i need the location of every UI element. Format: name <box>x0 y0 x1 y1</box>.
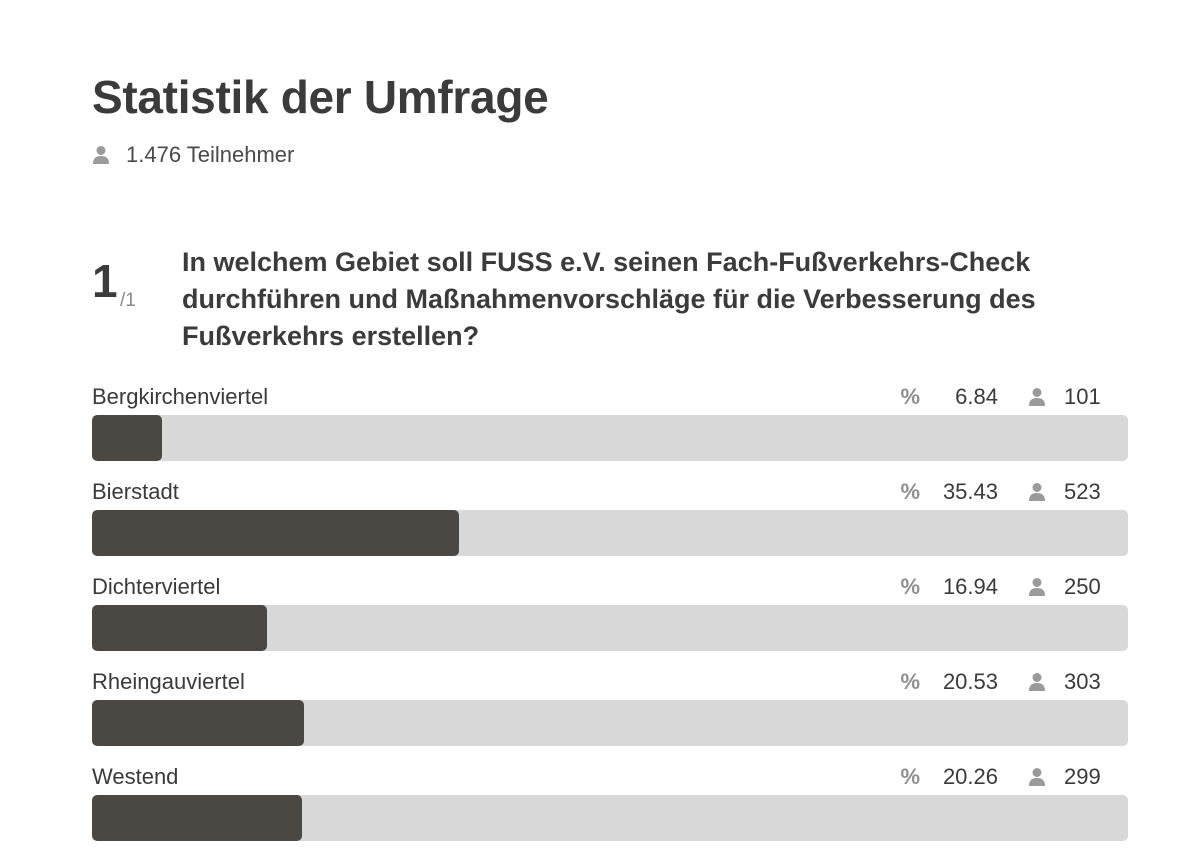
answer-stats: % 35.43 523 <box>900 479 1102 505</box>
answer-label: Bergkirchenviertel <box>92 384 269 409</box>
answer-label: Rheingauviertel <box>92 669 245 694</box>
answer-bar-track <box>92 415 1128 461</box>
answer-count: 299 <box>1064 764 1101 789</box>
answer-stats: % 20.53 303 <box>900 669 1102 695</box>
person-icon <box>1028 577 1046 597</box>
percent-icon: % <box>900 669 920 694</box>
answer-percent: 6.84 <box>955 384 998 409</box>
percent-icon: % <box>900 574 920 599</box>
answer-stats: % 6.84 101 <box>900 384 1102 410</box>
answer-bar-track <box>92 795 1128 841</box>
answer-row: Bergkirchenviertel % 6.84 101 <box>92 378 1128 473</box>
answer-stats: % 16.94 250 <box>900 574 1102 600</box>
answer-stats: % 20.26 299 <box>900 764 1102 790</box>
answer-count: 523 <box>1064 479 1101 504</box>
question-number: 1 <box>92 255 118 307</box>
answer-count: 250 <box>1064 574 1101 599</box>
question-block: 1 /1 In welchem Gebiet soll FUSS e.V. se… <box>92 244 1128 364</box>
percent-icon: % <box>900 384 920 409</box>
person-icon <box>1028 482 1046 502</box>
answer-row: Bierstadt % 35.43 523 <box>92 473 1128 568</box>
answer-percent: 16.94 <box>942 574 998 599</box>
answer-bar-fill <box>92 795 303 841</box>
percent-icon: % <box>900 479 920 504</box>
answer-bar-track <box>92 510 1128 556</box>
answer-bar-fill <box>92 700 305 746</box>
person-icon <box>1028 387 1046 407</box>
answer-bar-fill <box>92 605 268 651</box>
answer-label: Dichterviertel <box>92 574 221 599</box>
percent-icon: % <box>900 764 920 789</box>
question-text: In welchem Gebiet soll FUSS e.V. seinen … <box>182 247 1036 351</box>
answer-row: Dichterviertel % 16.94 250 <box>92 568 1128 663</box>
answer-count: 303 <box>1064 669 1101 694</box>
answer-percent: 35.43 <box>942 479 998 504</box>
answer-bar-fill <box>92 415 163 461</box>
question-total: /1 <box>120 290 136 311</box>
participant-count: 1.476 Teilnehmer <box>126 142 295 167</box>
answer-bar-fill <box>92 510 459 556</box>
answer-percent: 20.26 <box>942 764 998 789</box>
participant-summary: 1.476 Teilnehmer <box>92 142 294 168</box>
answer-row: Rheingauviertel % 20.53 303 <box>92 663 1128 758</box>
answer-label: Westend <box>92 764 179 789</box>
answer-label: Bierstadt <box>92 479 179 504</box>
answer-row: Westend % 20.26 299 <box>92 758 1128 853</box>
person-icon <box>1028 672 1046 692</box>
answer-list: Bergkirchenviertel % 6.84 101 Bierstadt … <box>92 378 1128 853</box>
person-icon <box>1028 767 1046 787</box>
answer-bar-track <box>92 700 1128 746</box>
person-icon <box>92 145 110 165</box>
answer-count: 101 <box>1064 384 1101 409</box>
page-title: Statistik der Umfrage <box>92 71 549 123</box>
answer-percent: 20.53 <box>942 669 998 694</box>
answer-bar-track <box>92 605 1128 651</box>
